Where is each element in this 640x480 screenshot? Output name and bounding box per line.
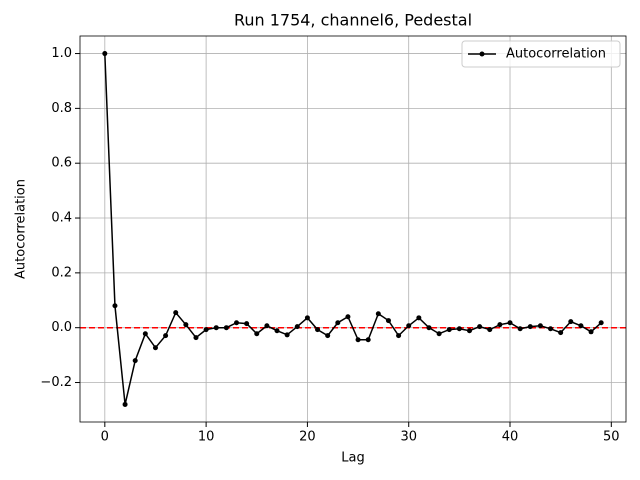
y-tick-label: 0.6 [51,156,72,171]
data-point [102,51,108,57]
data-point [537,323,543,329]
data-point [588,329,594,335]
data-point [487,327,493,333]
data-point [112,303,118,309]
data-point [203,327,209,333]
data-point [244,321,250,327]
y-tick-label: 0.2 [51,265,72,280]
data-point [375,311,381,317]
y-axis-label: Autocorrelation [14,179,29,279]
data-point [345,314,351,320]
data-point [466,328,472,334]
y-tick-label: 1.0 [51,46,72,61]
data-point [385,318,391,324]
data-point [416,315,422,321]
data-point [183,322,189,328]
data-point [527,324,533,330]
data-point [497,322,503,328]
data-point [223,325,229,331]
data-point [365,337,371,343]
x-tick-label: 40 [502,430,519,445]
y-tick-label: −0.2 [40,375,72,390]
y-tick-label: 0.8 [51,101,72,116]
legend-box [461,40,621,68]
legend-label: Autocorrelation [506,47,606,62]
data-point [355,337,361,343]
data-point [132,358,138,364]
data-point [456,326,462,332]
data-point [213,325,219,331]
data-point [173,310,179,316]
data-point [477,324,483,330]
legend-marker [479,51,485,57]
plot-frame [79,35,627,423]
x-tick-label: 10 [198,430,215,445]
data-point [294,324,300,330]
data-point [142,331,148,337]
data-point [163,333,169,339]
y-tick-label: 0.0 [51,320,72,335]
data-point [264,323,270,329]
data-point [315,327,321,333]
data-point [426,325,432,331]
data-point [396,333,402,339]
data-point [548,326,554,332]
data-point [558,330,564,336]
x-tick-label: 50 [603,430,620,445]
data-point [234,320,240,326]
y-tick-label: 0.4 [51,211,72,226]
x-tick-label: 20 [299,430,316,445]
x-axis-label: Lag [341,451,364,466]
data-point [152,345,158,351]
chart-title: Run 1754, channel6, Pedestal [234,11,472,30]
data-point [254,331,260,337]
data-point [406,323,412,329]
data-point [193,335,199,341]
data-point [325,333,331,339]
data-point [517,326,523,332]
x-tick-label: 0 [101,430,109,445]
data-point [436,331,442,337]
data-point [284,332,290,338]
data-point [598,320,604,326]
data-point [568,319,574,325]
data-point [304,315,310,321]
data-point [578,323,584,329]
data-point [335,320,341,326]
data-point [507,320,513,326]
data-point [122,401,128,407]
data-point [446,327,452,333]
x-tick-label: 30 [400,430,417,445]
data-point [274,328,280,334]
